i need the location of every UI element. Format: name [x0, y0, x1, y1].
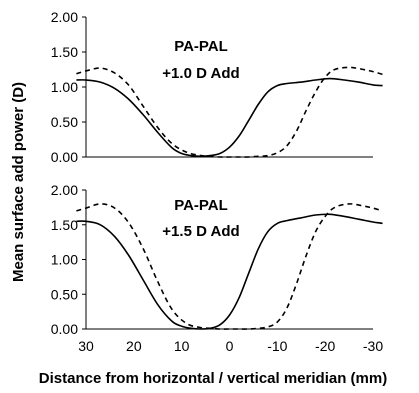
x-tick-label: -30: [363, 338, 383, 354]
y-axis-title: Mean surface add power (D): [10, 82, 27, 282]
y-tick-label: 0.50: [51, 286, 78, 302]
solid-series-line: [76, 213, 383, 330]
panel-title-line-2: +1.0 D Add: [162, 65, 239, 82]
panel-title-line-1: PA-PAL: [174, 197, 228, 214]
y-tick-label: 0.50: [51, 114, 78, 130]
y-tick-label: 0.00: [51, 321, 78, 337]
series-group: [76, 66, 383, 158]
y-tick-labels: 2.00 1.50 1.00 0.50 0.00: [51, 9, 78, 165]
x-tick-label: 0: [226, 338, 234, 354]
panel-title-line-2: +1.5 D Add: [162, 223, 239, 240]
y-tick-labels: 2.00 1.50 1.00 0.50 0.00: [51, 182, 78, 337]
x-tick-label: 10: [174, 338, 190, 354]
panel-add-1-5: 2.00 1.50 1.00 0.50 0.00 30 20 10 0 -10 -20 -30 PA…: [51, 182, 384, 354]
y-tick-label: 0.00: [51, 149, 78, 165]
x-tick-label: -10: [267, 338, 287, 354]
x-tick-label: -20: [315, 338, 335, 354]
x-axis-title: Distance from horizontal / vertical meri…: [39, 370, 387, 387]
x-tick-labels: 30 20 10 0 -10 -20 -30: [78, 338, 383, 354]
y-tick-label: 1.00: [51, 79, 78, 95]
panel-title-line-1: PA-PAL: [174, 38, 228, 55]
y-axis-line: [82, 16, 87, 158]
panel-add-1-0: 2.00 1.50 1.00 0.50 0.00 PA-PAL +1.0 D Add: [51, 9, 383, 165]
y-tick-label: 1.50: [51, 44, 78, 60]
solid-series-line: [76, 77, 383, 158]
y-axis-line: [82, 189, 87, 330]
series-group: [76, 203, 383, 330]
x-tick-label: 30: [78, 338, 94, 354]
y-tick-label: 1.00: [51, 252, 78, 268]
dashed-series-line: [76, 66, 383, 158]
y-tick-label: 2.00: [51, 9, 78, 25]
y-tick-label: 2.00: [51, 182, 78, 198]
dashed-series-line: [76, 203, 383, 330]
x-tick-label: 20: [126, 338, 142, 354]
y-tick-label: 1.50: [51, 217, 78, 233]
